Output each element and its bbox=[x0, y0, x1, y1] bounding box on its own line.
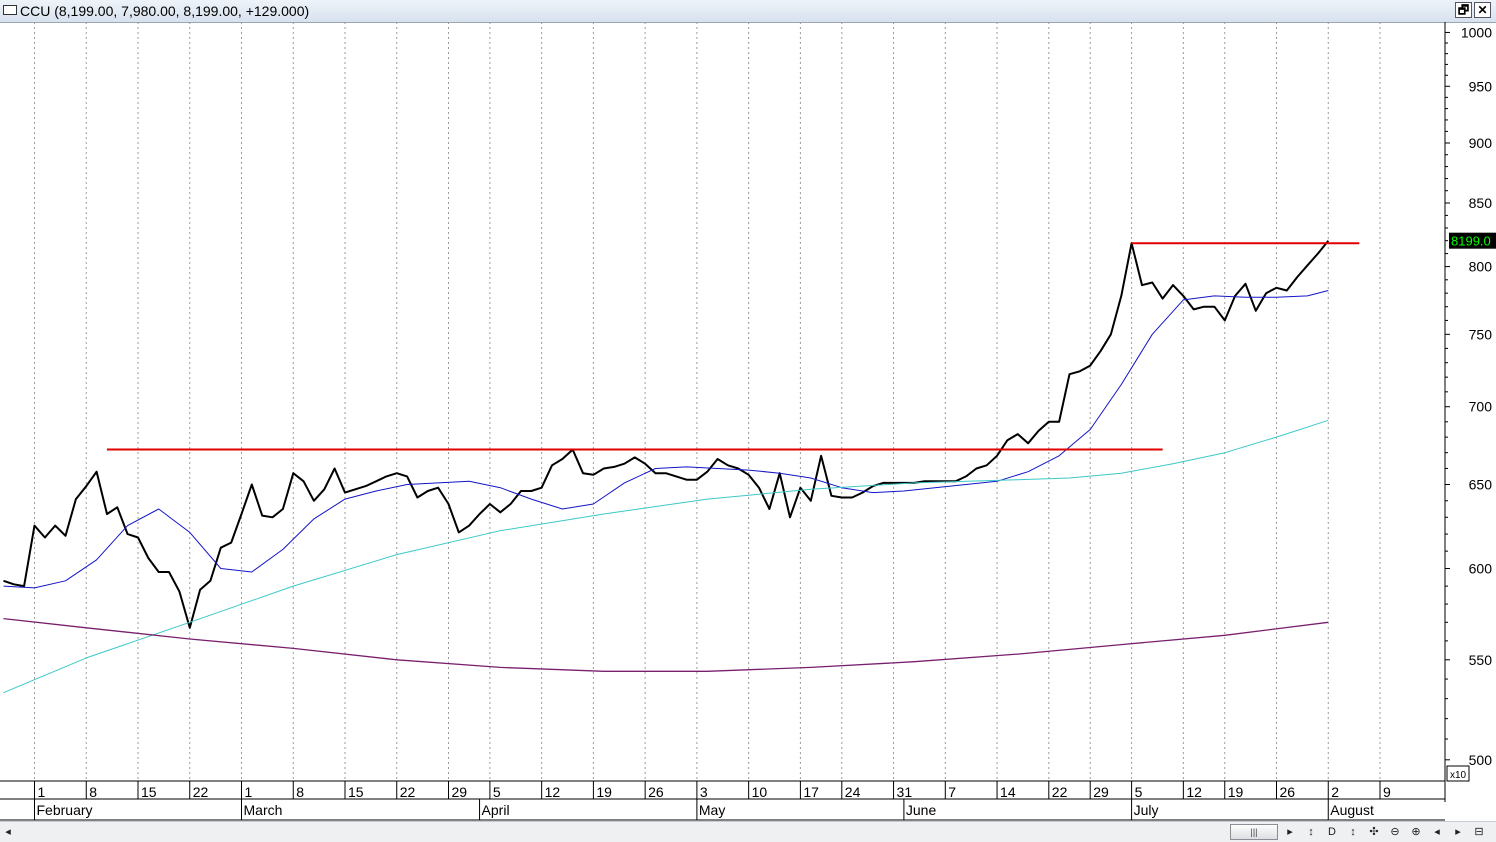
x-day-label: 22 bbox=[1052, 784, 1068, 800]
x-day-label: 26 bbox=[648, 784, 664, 800]
scrollbar-thumb[interactable]: ||| bbox=[1230, 824, 1278, 840]
x-day-label: 19 bbox=[596, 784, 612, 800]
window-titlebar: CCU (8,199.00, 7,980.00, 8,199.00, +129.… bbox=[0, 0, 1496, 23]
x-day-label: 8 bbox=[89, 784, 97, 800]
grid bbox=[34, 22, 1381, 781]
window-title: CCU (8,199.00, 7,980.00, 8,199.00, +129.… bbox=[20, 3, 310, 19]
y-tick-label: 900 bbox=[1469, 135, 1493, 151]
chart-scrollbar[interactable]: ◂ ||| ▸ ↕ D ↕ ✣ ⊖ ⊕ ◂ ▸ ⊟ bbox=[0, 821, 1496, 842]
x-day-label: 10 bbox=[752, 784, 768, 800]
x-day-label: 22 bbox=[400, 784, 416, 800]
x-month-label: July bbox=[1134, 802, 1159, 818]
y-tick-label: 550 bbox=[1469, 652, 1493, 668]
x-day-label: 14 bbox=[1000, 784, 1016, 800]
current-price-label: 8199.0 bbox=[1451, 234, 1491, 249]
y-tick-label: 850 bbox=[1469, 195, 1493, 211]
scale-multiplier-box bbox=[1446, 765, 1470, 782]
scroll-back-button[interactable]: ◂ bbox=[1434, 826, 1440, 838]
y-tick-label: 750 bbox=[1469, 326, 1493, 342]
current-price-box bbox=[1449, 232, 1496, 249]
x-day-label: 15 bbox=[141, 784, 157, 800]
axes: 500 550 600 650 700 750 800 850 900 950 1000 8199.0… bbox=[0, 22, 1496, 821]
x-month-label: May bbox=[699, 802, 725, 818]
chart-window-icon bbox=[3, 5, 17, 15]
ma-long-line bbox=[3, 617, 1329, 672]
x-day-label: 5 bbox=[493, 784, 501, 800]
y-tick-label: 950 bbox=[1469, 78, 1493, 94]
x-day-label: 19 bbox=[1228, 784, 1244, 800]
pan-button[interactable]: ✣ bbox=[1369, 826, 1379, 838]
x-day-label: 8 bbox=[296, 784, 304, 800]
x-month-label: June bbox=[906, 802, 937, 818]
x-day-label: 17 bbox=[803, 784, 819, 800]
x-day-label: 2 bbox=[1331, 784, 1339, 800]
y-tick-label: 1000 bbox=[1461, 24, 1492, 40]
y-tick-label: 700 bbox=[1469, 399, 1493, 415]
ma-medium-line bbox=[3, 419, 1329, 694]
scale-multiplier-label: x10 bbox=[1450, 770, 1467, 781]
x-month-label: February bbox=[37, 802, 93, 818]
y-tick-label: 600 bbox=[1469, 560, 1493, 576]
scale-button[interactable]: ⊟ bbox=[1474, 826, 1484, 838]
x-day-label: 12 bbox=[545, 784, 561, 800]
y-tick-label: 650 bbox=[1469, 476, 1493, 492]
move-button[interactable]: ↕ bbox=[1350, 826, 1356, 838]
series-layer bbox=[3, 240, 1360, 694]
close-window-button[interactable]: ✕ bbox=[1474, 2, 1491, 18]
x-month-label: March bbox=[244, 802, 283, 818]
x-day-label: 3 bbox=[700, 784, 708, 800]
ma-short-line bbox=[3, 290, 1329, 589]
daily-button[interactable]: D bbox=[1328, 826, 1336, 838]
x-day-label: 1 bbox=[38, 784, 46, 800]
refresh-button[interactable]: ↕ bbox=[1308, 826, 1314, 838]
zoom-out-button[interactable]: ⊖ bbox=[1390, 826, 1400, 838]
zoom-in-button[interactable]: ⊕ bbox=[1411, 826, 1421, 838]
scroll-left-button[interactable]: ◂ bbox=[5, 826, 11, 838]
x-day-label: 26 bbox=[1280, 784, 1296, 800]
x-day-label: 31 bbox=[897, 784, 913, 800]
x-day-label: 1 bbox=[245, 784, 253, 800]
x-day-label: 5 bbox=[1135, 784, 1143, 800]
x-month-label: April bbox=[482, 802, 510, 818]
scroll-right-button[interactable]: ▸ bbox=[1287, 826, 1293, 838]
x-day-label: 9 bbox=[1383, 784, 1391, 800]
price-chart: 500 550 600 650 700 750 800 850 900 950 1000 8199.0… bbox=[0, 22, 1496, 821]
restore-window-button[interactable]: 🗗 bbox=[1455, 2, 1472, 18]
x-day-label: 15 bbox=[348, 784, 364, 800]
x-month-label: August bbox=[1330, 802, 1374, 818]
x-day-label: 7 bbox=[948, 784, 956, 800]
y-tick-label: 500 bbox=[1469, 752, 1493, 768]
y-tick-label: 800 bbox=[1469, 259, 1493, 275]
price-line bbox=[3, 240, 1330, 629]
x-day-label: 12 bbox=[1186, 784, 1202, 800]
x-day-label: 29 bbox=[1093, 784, 1109, 800]
scroll-forward-button[interactable]: ▸ bbox=[1455, 826, 1461, 838]
x-day-label: 22 bbox=[193, 784, 209, 800]
x-day-label: 24 bbox=[845, 784, 861, 800]
x-day-label: 29 bbox=[452, 784, 468, 800]
